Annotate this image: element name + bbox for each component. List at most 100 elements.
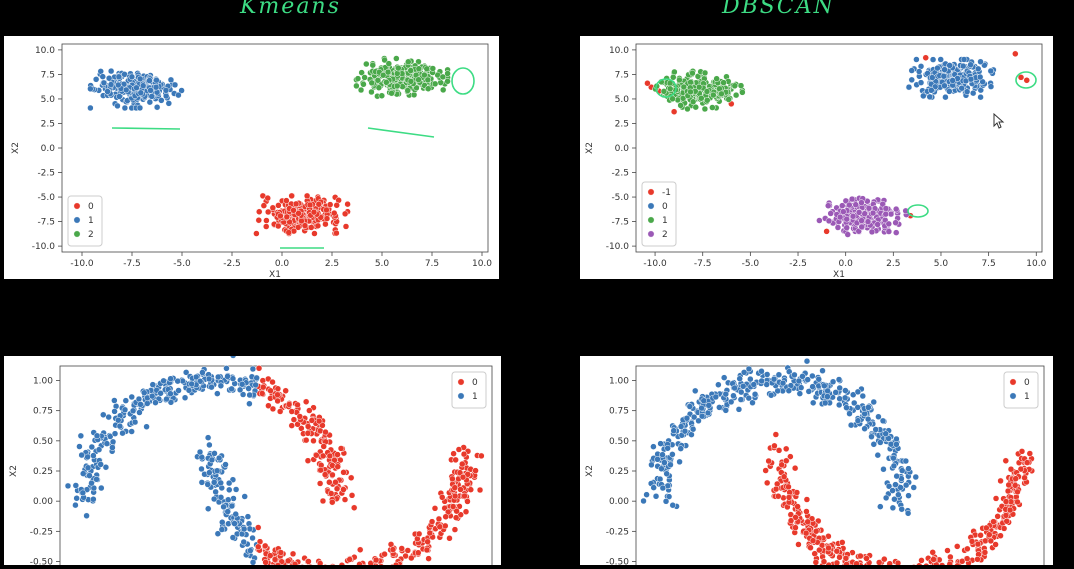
data-point [834, 560, 840, 565]
data-point [205, 506, 211, 512]
data-point [905, 466, 911, 472]
data-point [1022, 475, 1028, 481]
data-point [370, 62, 376, 68]
y-tick-label: 2.5 [41, 119, 55, 129]
data-point [321, 443, 327, 449]
data-point [329, 463, 335, 469]
title-kmeans: Kmeans [240, 0, 341, 19]
data-point [716, 404, 722, 410]
data-point [768, 392, 774, 398]
data-point [859, 224, 865, 230]
legend-label: 0 [88, 202, 94, 212]
data-point [167, 391, 173, 397]
data-point [320, 498, 326, 504]
data-point [144, 400, 150, 406]
data-point [147, 99, 153, 105]
data-point [136, 410, 142, 416]
data-point [1003, 512, 1009, 518]
data-point [854, 561, 860, 565]
data-point [247, 392, 253, 398]
data-point [715, 382, 721, 388]
data-point [90, 496, 96, 502]
data-point [687, 404, 693, 410]
legend-label: 2 [662, 230, 668, 240]
data-point [658, 441, 664, 447]
data-point [839, 203, 845, 209]
chart-dbscan-blobs: 10.07.55.02.50.0-2.5-5.0-7.5-10.0-10.0-7… [580, 36, 1053, 279]
data-point [670, 74, 676, 80]
data-point [223, 365, 229, 371]
data-point [158, 97, 164, 103]
data-point [307, 202, 313, 208]
data-point [960, 63, 966, 69]
data-point [117, 423, 123, 429]
data-point [98, 485, 104, 491]
data-point [969, 538, 975, 544]
data-point [739, 89, 745, 95]
data-point [459, 461, 465, 467]
data-point [826, 218, 832, 224]
data-point [149, 93, 155, 99]
legend-marker [74, 203, 80, 209]
data-point [147, 78, 153, 84]
data-point [875, 221, 881, 227]
data-point [661, 460, 667, 466]
data-point [998, 533, 1004, 539]
data-point [205, 481, 211, 487]
data-point [295, 402, 301, 408]
data-point [261, 203, 267, 209]
data-point [821, 559, 827, 565]
data-point [311, 209, 317, 215]
data-point [286, 401, 292, 407]
data-point [342, 497, 348, 503]
data-point [671, 69, 677, 75]
data-point [478, 453, 484, 459]
data-point [304, 193, 310, 199]
data-point [313, 452, 319, 458]
data-point [830, 379, 836, 385]
data-point [946, 88, 952, 94]
data-point [853, 202, 859, 208]
data-point [690, 99, 696, 105]
data-point [250, 535, 256, 541]
data-point [1027, 451, 1033, 457]
data-point [737, 376, 743, 382]
data-point [303, 437, 309, 443]
data-point [138, 401, 144, 407]
data-point [297, 413, 303, 419]
data-point [88, 480, 94, 486]
data-point [891, 463, 897, 469]
data-point [291, 417, 297, 423]
data-point [803, 508, 809, 514]
data-point [327, 453, 333, 459]
data-point [752, 391, 758, 397]
data-point [360, 81, 366, 87]
y-tick-label: 0.0 [615, 144, 630, 154]
data-point [245, 514, 251, 520]
data-point [255, 525, 261, 531]
data-point [887, 561, 893, 565]
data-point [211, 479, 217, 485]
data-point [424, 66, 430, 72]
data-point [813, 528, 819, 534]
data-point [253, 382, 259, 388]
data-point [670, 502, 676, 508]
x-tick-label: 2.5 [325, 259, 339, 269]
data-point [718, 91, 724, 97]
data-point [913, 474, 919, 480]
data-point [408, 68, 414, 74]
data-point [846, 202, 852, 208]
legend-marker [648, 217, 654, 223]
data-point [241, 539, 247, 545]
data-point [868, 434, 874, 440]
data-point [104, 441, 110, 447]
data-point [857, 553, 863, 559]
data-point [905, 510, 911, 516]
data-point [73, 482, 79, 488]
data-point [305, 558, 311, 564]
data-point [655, 456, 661, 462]
data-point [197, 449, 203, 455]
data-point [153, 77, 159, 83]
data-point [893, 220, 899, 226]
